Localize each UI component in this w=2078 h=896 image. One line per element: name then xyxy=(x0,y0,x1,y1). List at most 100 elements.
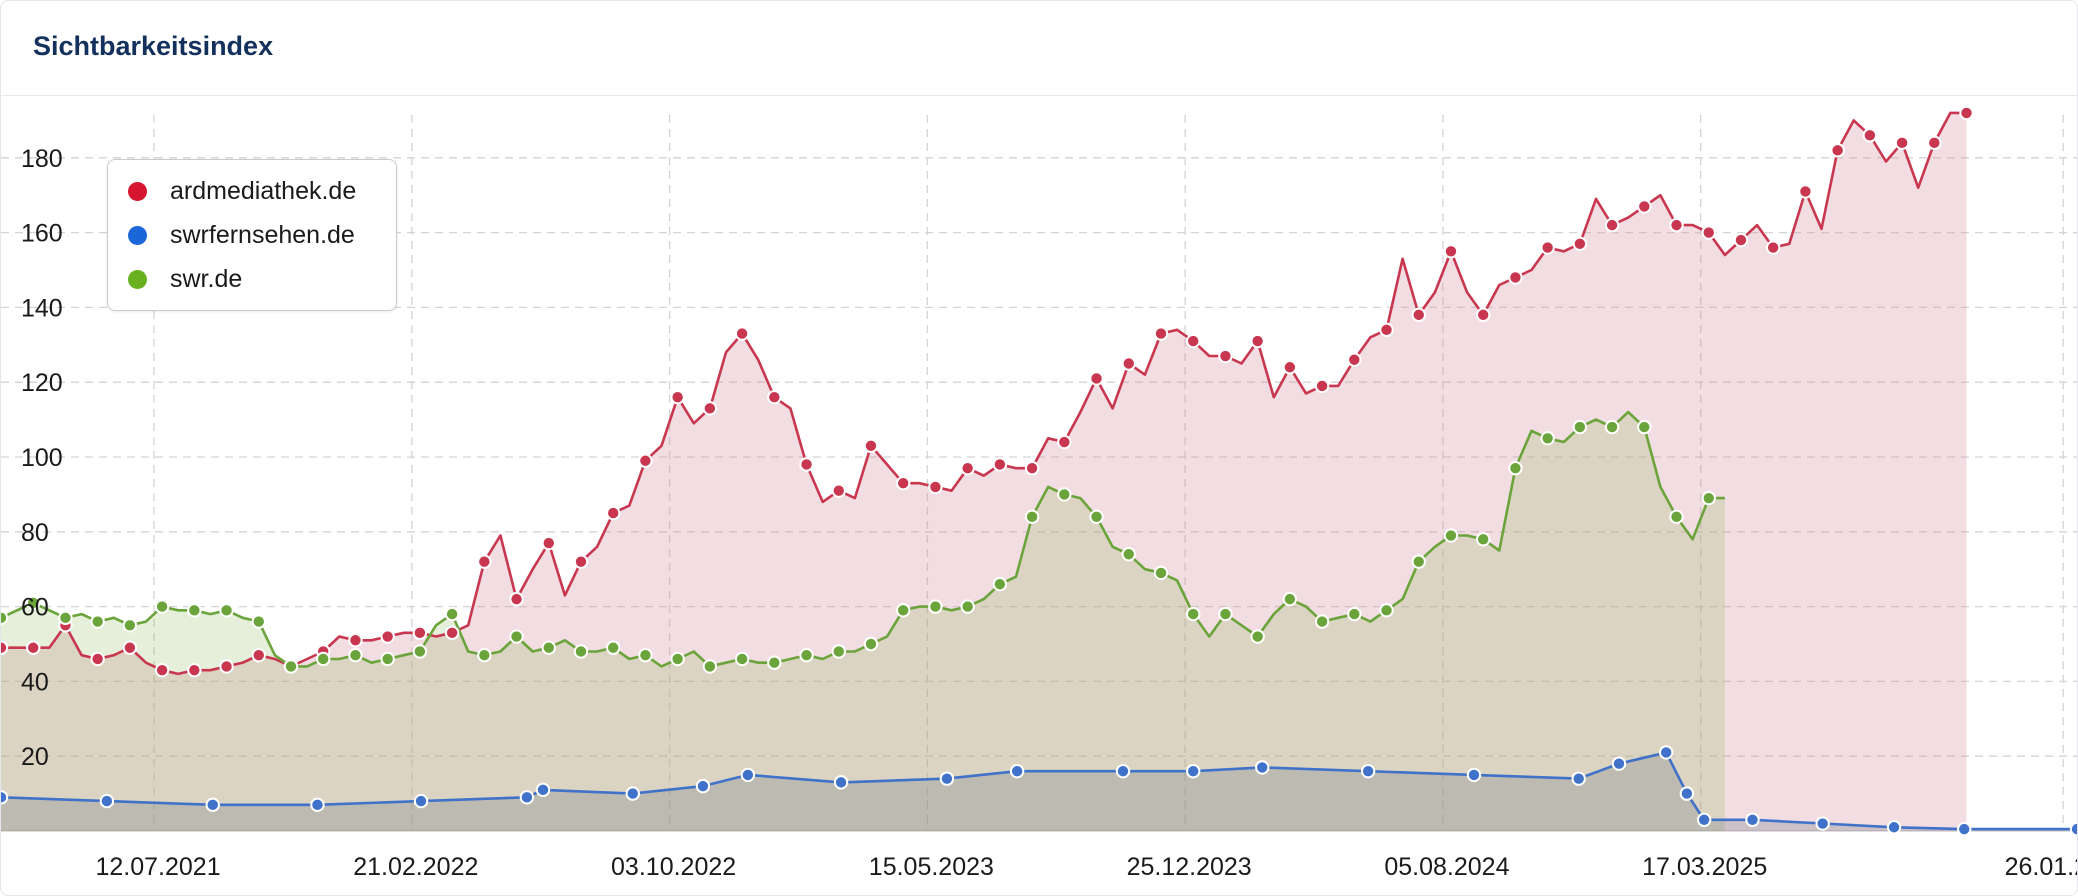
point-ardmediathek xyxy=(154,662,170,678)
y-tick-label: 60 xyxy=(21,594,49,622)
point-swrfernsehen xyxy=(1886,820,1902,835)
point-swrfernsehen xyxy=(1658,745,1674,760)
point-ardmediathek xyxy=(477,554,492,569)
point-swr xyxy=(348,648,363,663)
point-ardmediathek xyxy=(251,648,266,663)
point-ardmediathek xyxy=(767,389,782,405)
point-swrfernsehen xyxy=(1611,756,1627,771)
point-swr xyxy=(316,651,331,667)
point-swr xyxy=(670,651,685,667)
point-swrfernsehen xyxy=(2069,821,2077,837)
point-ardmediathek xyxy=(348,633,363,648)
point-swr xyxy=(219,603,234,618)
point-swr xyxy=(1411,554,1426,569)
point-swr xyxy=(1701,490,1716,506)
legend-label-swr: swr.de xyxy=(170,264,243,293)
point-swrfernsehen xyxy=(1679,786,1695,801)
point-swr xyxy=(1347,606,1362,622)
legend-item-swr[interactable]: swr.de xyxy=(128,262,242,296)
point-swr xyxy=(26,595,41,611)
point-ardmediathek xyxy=(863,438,879,453)
point-swrfernsehen xyxy=(740,767,756,783)
point-ardmediathek xyxy=(573,554,589,569)
point-ardmediathek xyxy=(1540,240,1555,255)
y-tick-label: 100 xyxy=(21,444,63,472)
point-swrfernsehen xyxy=(413,793,429,809)
area-swr xyxy=(1,412,1725,831)
point-ardmediathek xyxy=(90,651,105,667)
point-swrfernsehen xyxy=(1115,763,1131,779)
y-tick-label: 160 xyxy=(21,220,63,248)
point-ardmediathek xyxy=(638,453,653,468)
legend-item-ardmediathek[interactable]: ardmediathek.de xyxy=(128,174,356,208)
point-ardmediathek xyxy=(541,535,556,551)
point-ardmediathek xyxy=(187,662,202,678)
point-swr xyxy=(799,648,814,663)
point-ardmediathek xyxy=(1894,135,1910,151)
point-swr xyxy=(1637,419,1652,435)
point-swr xyxy=(444,606,460,622)
x-tick-label: 25.12.2023 xyxy=(1127,853,1252,881)
point-ardmediathek xyxy=(1572,236,1588,252)
point-ardmediathek xyxy=(1508,270,1523,285)
point-swr xyxy=(1089,509,1104,525)
y-tick-label: 120 xyxy=(21,369,63,397)
point-swrfernsehen xyxy=(205,797,220,813)
point-ardmediathek xyxy=(1089,371,1104,386)
point-ardmediathek xyxy=(1701,225,1716,240)
point-ardmediathek xyxy=(219,659,234,674)
point-swr xyxy=(122,618,138,633)
legend-marker-swr xyxy=(128,269,147,289)
point-ardmediathek xyxy=(960,461,975,476)
point-ardmediathek xyxy=(1057,434,1072,450)
point-ardmediathek xyxy=(1,640,9,655)
point-ardmediathek xyxy=(380,629,395,644)
chart-legend: ardmediathek.de swrfernsehen.de swr.de xyxy=(107,159,397,311)
point-swrfernsehen xyxy=(833,775,849,790)
point-swr xyxy=(638,648,653,663)
point-swrfernsehen xyxy=(1696,812,1712,827)
point-swr xyxy=(1024,509,1040,525)
point-ardmediathek xyxy=(26,640,41,655)
x-tick-label: 26.01.2026 xyxy=(2005,853,2077,881)
point-ardmediathek xyxy=(1604,217,1620,233)
point-ardmediathek xyxy=(1218,348,1233,364)
point-swr xyxy=(1572,419,1588,435)
grid-layer xyxy=(1,115,2077,832)
x-tick-label: 17.03.2025 xyxy=(1642,853,1767,881)
point-ardmediathek xyxy=(1314,378,1330,394)
point-ardmediathek xyxy=(1475,307,1491,323)
point-ardmediathek xyxy=(412,625,428,640)
point-ardmediathek xyxy=(606,505,621,521)
point-swrfernsehen xyxy=(1360,763,1376,779)
point-swrfernsehen xyxy=(535,782,551,798)
point-ardmediathek xyxy=(122,640,138,655)
y-tick-label: 40 xyxy=(21,668,49,696)
point-ardmediathek xyxy=(1959,105,1974,121)
point-ardmediathek xyxy=(1669,217,1684,233)
point-swr xyxy=(1540,431,1555,446)
point-swr xyxy=(928,599,943,614)
point-ardmediathek xyxy=(1443,244,1459,259)
x-tick-label: 15.05.2023 xyxy=(869,853,994,881)
point-swr xyxy=(734,651,750,667)
x-tick-label: 12.07.2021 xyxy=(95,853,220,881)
point-swrfernsehen xyxy=(1466,767,1482,783)
legend-marker-swrfernsehen xyxy=(128,225,147,245)
point-ardmediathek xyxy=(928,479,943,495)
legend-marker-ardmediathek xyxy=(128,181,147,201)
point-swr xyxy=(251,614,266,629)
point-swr xyxy=(58,610,73,626)
point-ardmediathek xyxy=(1186,333,1201,349)
point-swr xyxy=(1250,629,1265,644)
point-ardmediathek xyxy=(1765,240,1781,255)
point-swr xyxy=(992,576,1008,592)
legend-item-swrfernsehen[interactable]: swrfernsehen.de xyxy=(128,218,355,252)
point-swr xyxy=(831,644,846,659)
point-swrfernsehen xyxy=(1,790,9,805)
legend-label-ardmediathek: ardmediathek.de xyxy=(170,176,357,205)
point-swr xyxy=(1314,614,1330,629)
point-swr xyxy=(1669,509,1684,525)
